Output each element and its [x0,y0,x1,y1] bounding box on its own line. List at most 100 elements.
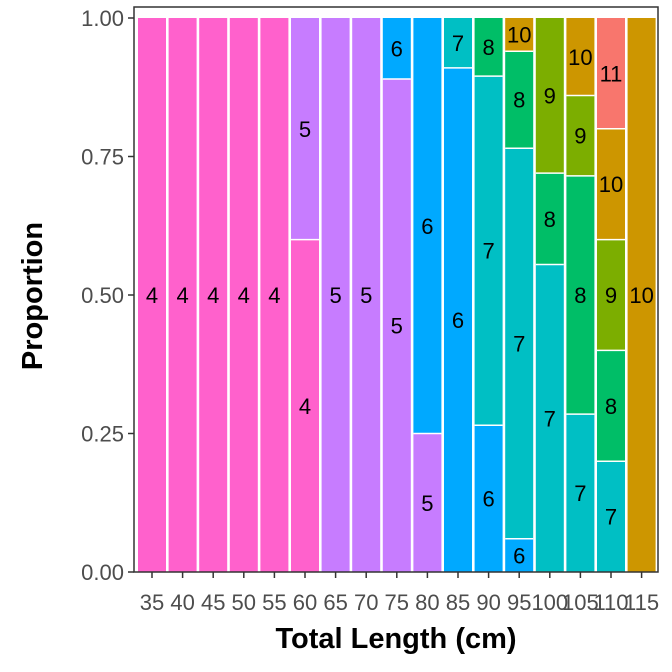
panel-border [133,6,659,573]
bar-segment-115-10 [627,18,656,572]
segment-label-80-6: 6 [421,214,433,239]
bar-segment-100-7 [535,264,564,572]
bar-segment-95-10 [505,18,534,52]
segment-label-110-11: 11 [600,61,623,86]
segment-label-60-5: 5 [299,117,311,142]
segment-label-95-8: 8 [513,88,525,113]
x-tick-label: 35 [140,590,164,615]
segment-label-65-5: 5 [329,283,341,308]
segment-label-115-10: 10 [629,283,653,308]
y-tick-label: 0.25 [81,422,124,447]
segment-label-95-6: 6 [513,543,525,568]
segment-label-55-4: 4 [268,283,280,308]
segment-label-95-10: 10 [507,23,531,48]
segment-label-90-6: 6 [482,487,494,512]
x-tick-label: 60 [293,590,317,615]
segment-label-35-4: 4 [146,283,158,308]
x-tick-label: 45 [201,590,225,615]
segment-label-110-10: 10 [599,172,623,197]
x-tick-label: 115 [624,590,659,615]
x-tick-label: 110 [593,590,628,615]
y-tick-label: 0.50 [81,283,124,308]
bar-segment-95-6 [505,538,534,572]
segment-label-85-6: 6 [452,308,464,333]
bar-segment-95-7 [505,148,534,539]
bar-segment-105-7 [566,414,595,572]
bar-segment-90-7 [474,76,503,426]
x-tick-label: 95 [507,590,531,615]
bar-segment-55-4 [260,18,289,572]
bars-layer [138,18,656,573]
segment-label-90-8: 8 [482,35,494,60]
y-axis-title: Proportion [17,222,49,370]
x-tick-label: 70 [354,590,378,615]
bar-segment-40-4 [168,18,197,572]
segment-label-100-9: 9 [544,84,556,109]
bar-segment-50-4 [229,18,258,572]
bar-segment-70-5 [352,18,381,572]
segment-label-40-4: 4 [176,283,188,308]
bar-segment-85-7 [444,18,472,68]
segment-label-110-8: 8 [605,394,617,419]
x-tick-label: 85 [446,590,470,615]
x-tick-label: 100 [531,590,568,615]
x-tick-label: 65 [323,590,347,615]
bar-segment-100-8 [535,173,564,265]
segment-label-105-8: 8 [574,283,586,308]
bar-segment-65-5 [321,18,350,572]
bar-segment-105-9 [566,95,595,176]
bar-segment-90-8 [474,18,503,77]
bar-segment-80-6 [413,18,442,434]
segment-label-70-5: 5 [360,283,372,308]
bar-segment-110-11 [597,18,625,129]
segment-label-75-6: 6 [391,36,403,61]
segment-label-45-4: 4 [207,283,219,308]
segment-label-110-9: 9 [605,283,617,308]
bar-segment-110-7 [597,461,625,572]
bar-segment-60-4 [291,239,319,572]
x-tick-label: 80 [415,590,439,615]
x-axis-title: Total Length (cm) [275,623,516,655]
segment-label-60-4: 4 [299,394,311,419]
bar-segment-95-8 [505,51,534,149]
x-tick-label: 105 [562,590,599,615]
bar-segment-80-5 [413,433,442,572]
segment-label-95-7: 7 [513,331,525,356]
bar-segment-75-6 [382,18,411,79]
bar-segment-60-5 [291,18,319,240]
segment-label-75-5: 5 [391,313,403,338]
segment-label-100-7: 7 [544,406,556,431]
y-tick-label: 1.00 [81,6,124,31]
x-tick-label: 40 [170,590,194,615]
bar-segment-100-9 [535,18,564,174]
segment-label-100-8: 8 [544,207,556,232]
bar-segment-35-4 [138,18,166,572]
segment-label-105-10: 10 [568,45,592,70]
segment-label-105-9: 9 [574,124,586,149]
bar-segment-75-5 [382,78,411,572]
x-tick-label: 90 [476,590,500,615]
segment-label-105-7: 7 [574,481,586,506]
x-tick-label: 50 [232,590,256,615]
bar-segment-110-9 [597,239,625,351]
segment-label-80-5: 5 [421,491,433,516]
bar-segment-45-4 [199,18,228,572]
y-tick-label: 0.00 [81,560,124,585]
bar-segment-105-8 [566,175,595,415]
bar-segment-110-8 [597,350,625,462]
segment-label-50-4: 4 [238,283,250,308]
segment-label-90-7: 7 [482,239,494,264]
x-tick-label: 55 [262,590,286,615]
y-axis: 0.00 0.25 0.50 0.75 1.00 [81,6,134,585]
bar-segment-105-10 [566,18,595,96]
bar-segment-90-6 [474,425,503,572]
bar-segment-110-10 [597,128,625,240]
y-tick-label: 0.75 [81,145,124,170]
segment-label-110-7: 7 [605,505,617,530]
segment-label-85-7: 7 [452,31,464,56]
bar-segment-85-6 [444,67,472,573]
x-tick-label: 75 [385,590,409,615]
